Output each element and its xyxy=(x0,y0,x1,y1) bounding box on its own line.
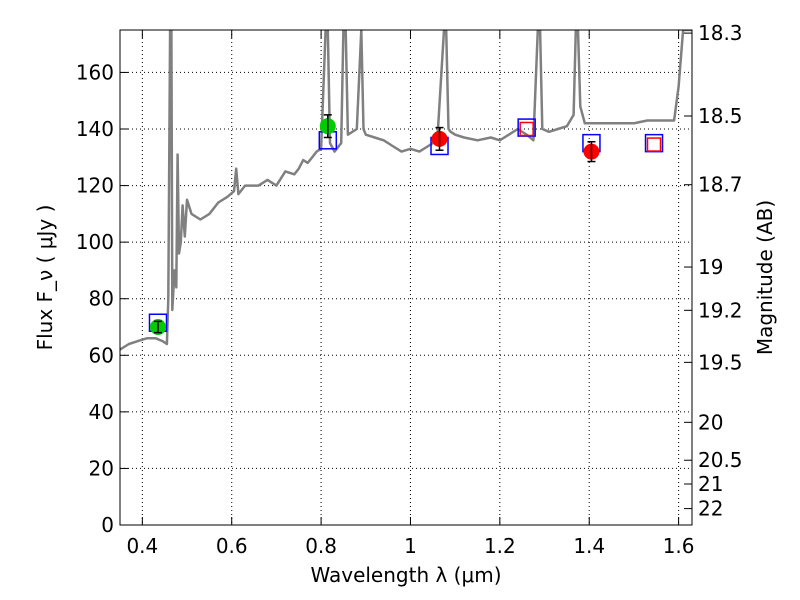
y2-tick-label: 22 xyxy=(698,497,723,521)
x-tick-label: 1.4 xyxy=(573,534,605,558)
y2-tick-label: 21 xyxy=(698,472,723,496)
x-tick-label: 0.4 xyxy=(126,534,158,558)
axes: 0.4 0.6 0.8 1 1.2 1.4 1.6 0 20 40 60 80 100 120 140 160… xyxy=(76,21,743,558)
photometry-square xyxy=(646,137,662,152)
y-tick-label: 100 xyxy=(76,230,114,254)
data-marks xyxy=(120,30,692,351)
y2-tick-label: 18.7 xyxy=(698,173,743,197)
y2-tick-label: 19.2 xyxy=(698,298,743,322)
x-axis-label: Wavelength λ (μm) xyxy=(310,563,501,587)
x-tick-label: 1.2 xyxy=(484,534,516,558)
y2-axis-label: Magnitude (AB) xyxy=(753,200,777,355)
y2-tick-label: 20.5 xyxy=(698,448,743,472)
y2-tick-label: 19 xyxy=(698,255,723,279)
y-tick-label: 80 xyxy=(89,287,114,311)
y2-tick-label: 18.3 xyxy=(698,21,743,45)
y-tick-label: 0 xyxy=(101,513,114,537)
plot-area xyxy=(120,30,692,351)
y-tick-label: 40 xyxy=(89,400,114,424)
y2-tick-label: 18.5 xyxy=(698,104,743,128)
y-tick-label: 120 xyxy=(76,174,114,198)
y2-tick-label: 19.5 xyxy=(698,350,743,374)
x-tick-label: 0.6 xyxy=(216,534,248,558)
y-tick-label: 20 xyxy=(89,456,114,480)
photometry-square xyxy=(519,121,534,137)
y-tick-label: 160 xyxy=(76,60,114,84)
y-tick-label: 60 xyxy=(89,343,114,367)
x-tick-label: 1.6 xyxy=(663,534,695,558)
y-axis-label: Flux F_ν ( μJy ) xyxy=(33,205,57,351)
y2-tick-label: 20 xyxy=(698,410,723,434)
x-tick-label: 1 xyxy=(404,534,417,558)
plot-frame xyxy=(119,29,693,526)
y-tick-label: 140 xyxy=(76,117,114,141)
spectrum-line xyxy=(120,30,692,351)
x-tick-label: 0.8 xyxy=(305,534,337,558)
